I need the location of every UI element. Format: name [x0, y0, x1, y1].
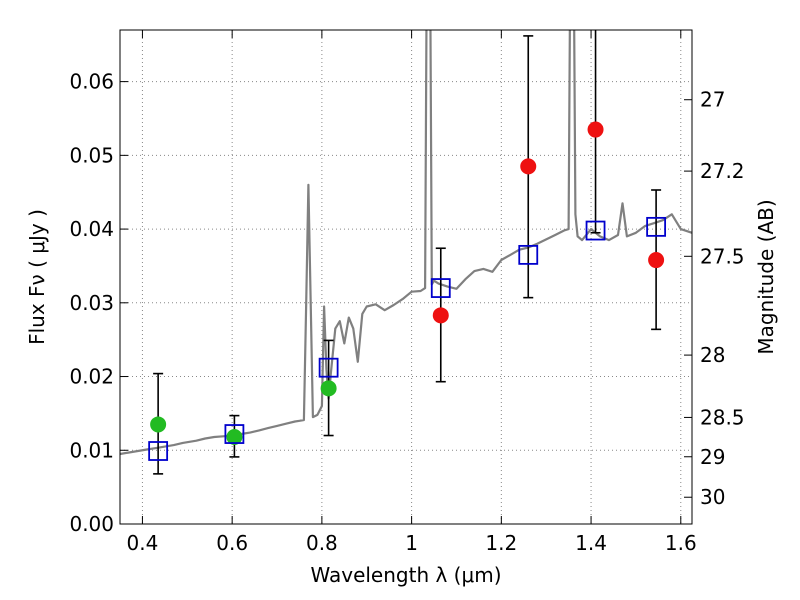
y-tick-label: 0.05	[69, 143, 114, 167]
synthetic-points-layer	[148, 216, 667, 461]
observed-point	[520, 158, 537, 175]
errorbar-layer	[153, 30, 662, 475]
synthetic-point	[646, 216, 667, 237]
synthetic-point	[430, 278, 451, 298]
y-tick-label: 0.01	[69, 438, 114, 462]
right-tick-label: 27	[700, 88, 725, 112]
plot-frame	[119, 29, 693, 525]
x-tick-label: 1.6	[665, 531, 697, 555]
synthetic-point	[224, 424, 245, 444]
y-tick-label: 0.06	[69, 70, 114, 94]
model-spectrum-line	[120, 30, 692, 456]
observed-point	[648, 252, 665, 269]
right-tick-label: 29	[700, 445, 725, 469]
x-tick-label: 0.8	[306, 531, 338, 555]
observed-point	[432, 307, 449, 324]
x-tick-label: 1.4	[575, 531, 607, 555]
synthetic-point	[585, 220, 606, 241]
right-tick-label: 30	[700, 485, 725, 509]
x-axis-title: Wavelength λ (μm)	[310, 563, 501, 587]
observed-points-layer	[150, 121, 665, 445]
tick-layer	[120, 30, 692, 525]
grid-layer	[120, 30, 692, 525]
observed-point	[226, 428, 243, 445]
right-tick-label: 27.5	[700, 244, 745, 268]
tick-label-layer: 0.4 0.6 0.8 1 1.2 1.4 1.6 0.00 0.01 0.02 0.03 0.04 0…	[69, 70, 744, 555]
right-tick-label: 28	[700, 343, 725, 367]
x-tick-label: 0.4	[127, 531, 159, 555]
synthetic-point	[518, 244, 539, 265]
y-tick-label: 0.03	[69, 291, 114, 315]
observed-point	[587, 121, 604, 138]
x-tick-label: 0.6	[216, 531, 248, 555]
x-tick-label: 1.2	[485, 531, 517, 555]
y-tick-label: 0.00	[69, 512, 114, 536]
synthetic-point	[318, 357, 339, 378]
right-tick-label: 28.5	[700, 405, 745, 429]
observed-point	[150, 416, 167, 433]
synthetic-point	[148, 441, 169, 461]
y-axis-title: Flux Fν ( μJy )	[25, 209, 49, 345]
y-tick-label: 0.04	[69, 217, 114, 241]
model-spectrum-layer	[120, 30, 692, 456]
observed-point	[320, 380, 337, 397]
right-tick-label: 27.2	[700, 159, 745, 183]
x-tick-label: 1	[405, 531, 418, 555]
right-axis-title: Magnitude (AB)	[754, 199, 778, 354]
y-tick-label: 0.02	[69, 365, 114, 389]
